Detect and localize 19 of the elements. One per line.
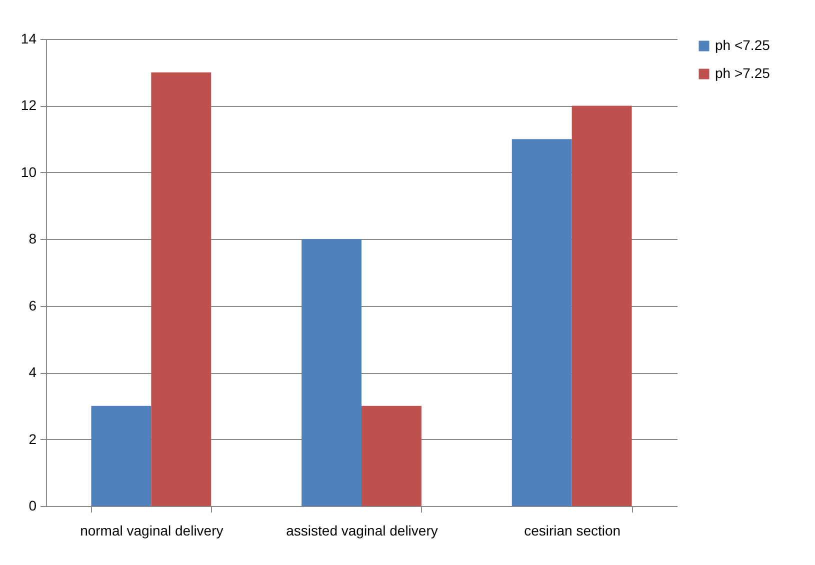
bar <box>91 406 152 506</box>
x-tick-label: normal vaginal delivery <box>80 522 224 538</box>
y-tick-label: 10 <box>20 164 37 180</box>
y-tick-label: 4 <box>28 364 37 380</box>
bar <box>151 72 212 506</box>
y-tick-label: 0 <box>28 498 37 514</box>
bar <box>362 406 422 506</box>
x-tick-label: cesirian section <box>524 522 621 538</box>
y-tick-label: 2 <box>28 430 37 447</box>
y-tick-label: 12 <box>20 97 37 114</box>
y-tick-label: 8 <box>28 230 37 247</box>
bar <box>302 239 362 506</box>
bar <box>572 106 632 506</box>
y-tick-label: 6 <box>28 297 37 314</box>
legend-label: ph >7.25 <box>715 65 770 81</box>
bar <box>512 139 572 506</box>
legend-label: ph <7.25 <box>715 37 770 53</box>
x-tick-label: assisted vaginal delivery <box>286 522 438 538</box>
y-tick-label: 14 <box>20 30 37 46</box>
